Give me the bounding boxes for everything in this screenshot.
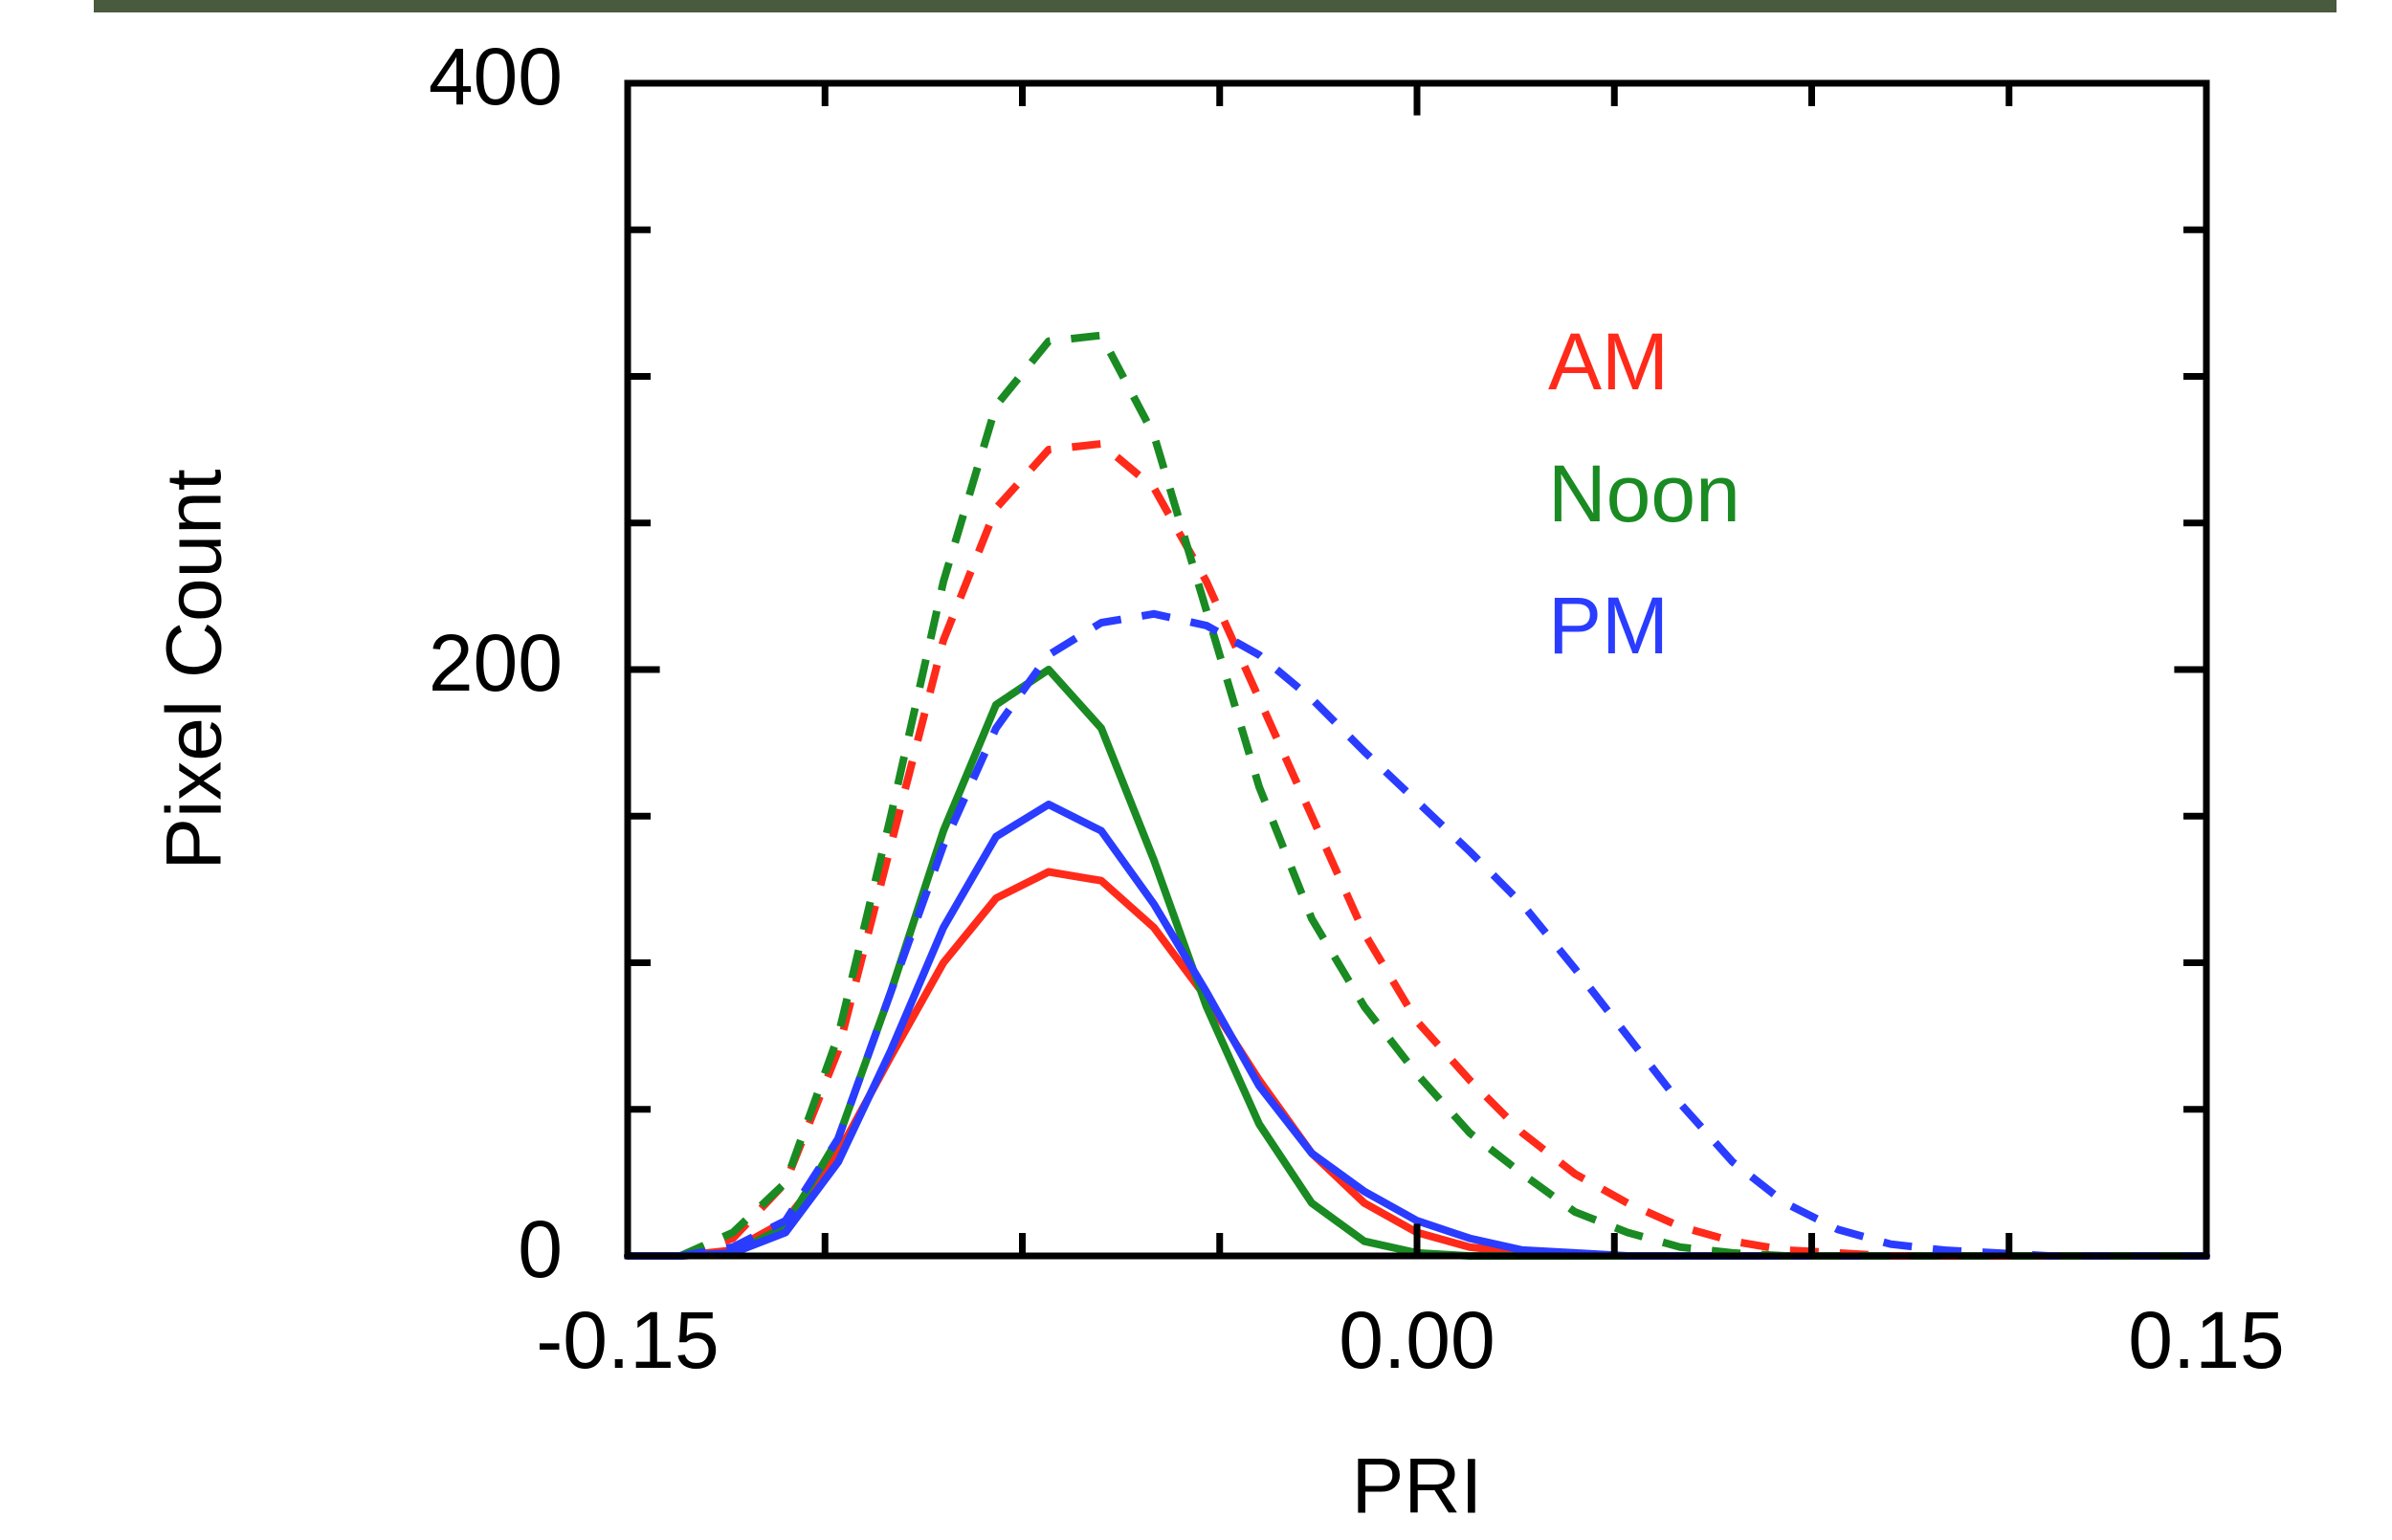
- x-tick-label: 0.00: [1339, 1295, 1495, 1385]
- y-axis-title: Pixel Count: [151, 469, 238, 870]
- x-tick-label: -0.15: [536, 1295, 719, 1385]
- solid-line: [624, 801, 2210, 1260]
- legend-entry: AM: [1548, 317, 1669, 407]
- x-axis-title: PRI: [1352, 1443, 1483, 1530]
- legend-entry: PM: [1548, 581, 1669, 671]
- y-tick-label: 400: [429, 32, 563, 121]
- dashed-line: [628, 331, 2206, 1260]
- y-tick-label: 0: [518, 1204, 563, 1294]
- y-tick-label: 200: [429, 618, 563, 708]
- dashed-line: [628, 440, 2206, 1260]
- x-tick-label: 0.15: [2128, 1295, 2285, 1385]
- photo-strip: [94, 0, 2337, 12]
- legend-entry: Noon: [1548, 449, 1740, 539]
- dashed-line: [628, 609, 2206, 1260]
- plot-frame: [624, 79, 2210, 1260]
